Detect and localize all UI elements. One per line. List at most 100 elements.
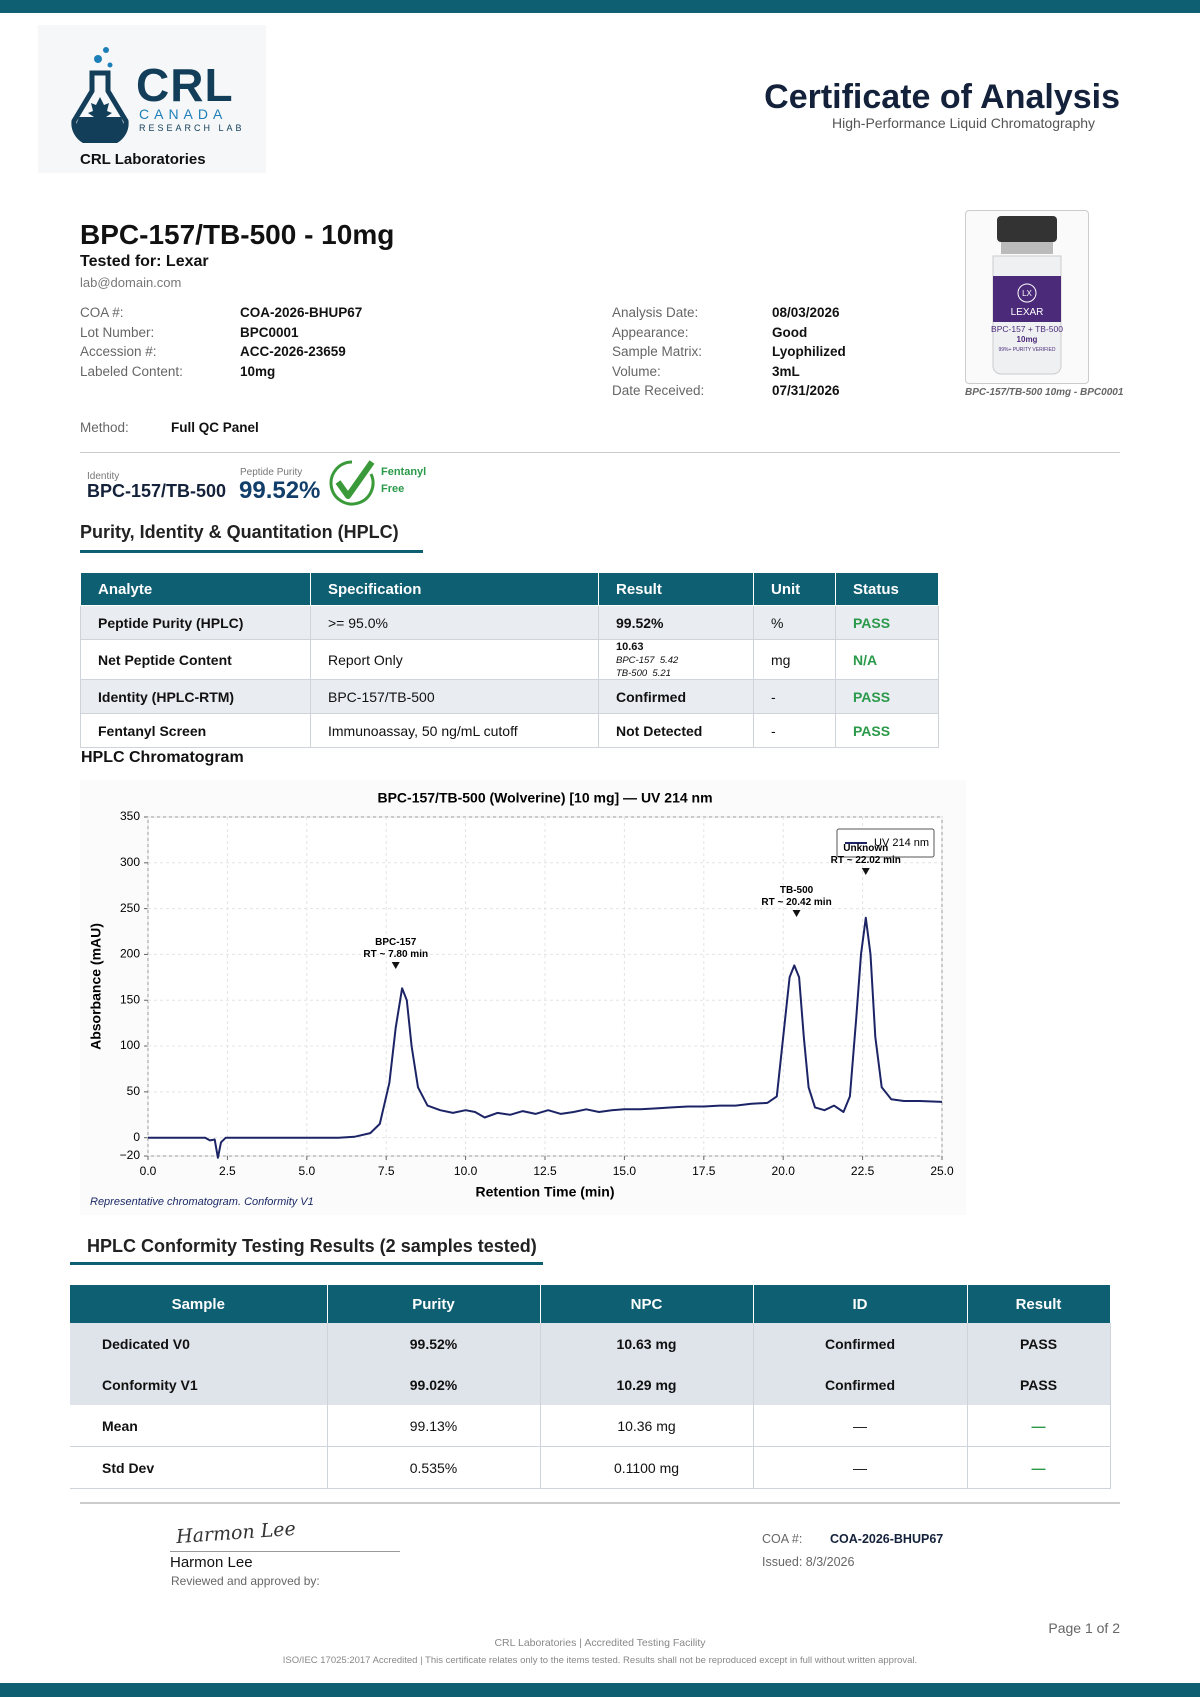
detail-label: Volume: xyxy=(612,363,661,379)
conformity-table: Sample Purity NPC ID Result Dedicated V0 99.52… xyxy=(70,1285,1111,1489)
table-cell: 99.02% xyxy=(327,1364,541,1405)
table-cell: 10.36 mg xyxy=(540,1405,754,1447)
x-tick-label: 0.0 xyxy=(140,1164,157,1178)
section-underline xyxy=(70,1262,543,1265)
table-row: Net Peptide Content Report Only 10.63 BPC-1… xyxy=(80,639,939,680)
cell-text: Dedicated V0 xyxy=(102,1335,190,1352)
table-cell: mg xyxy=(753,639,836,680)
x-tick-label: 20.0 xyxy=(772,1164,796,1178)
annotation: Unknown xyxy=(843,843,888,854)
vial-image: LX LEXAR BPC-157 + TB-500 10mg 99%+ PURI… xyxy=(991,216,1063,375)
table-cell: Conformity V1 xyxy=(70,1364,328,1405)
cell-text: 99.02% xyxy=(409,1376,458,1393)
cell-text: Confirmed xyxy=(825,1376,895,1393)
annotation: RT ~ 7.80 min xyxy=(363,949,428,960)
signer-role: Reviewed and approved by: xyxy=(171,1574,320,1588)
divider xyxy=(80,452,1120,453)
badge-value: 99.52% xyxy=(239,477,321,504)
table-cell: Immunoassay, 50 ng/mL cutoff xyxy=(310,713,599,748)
table-cell: Mean xyxy=(70,1405,328,1447)
cell-text: 10.63 xyxy=(616,641,644,653)
vial-text: 99%+ PURITY VERIFIED xyxy=(998,347,1055,353)
header-cell: ID xyxy=(753,1285,968,1323)
logo-flask xyxy=(71,47,129,143)
company-name: CRL Laboratories xyxy=(80,151,206,168)
cell-text: 99.52% xyxy=(409,1335,458,1352)
chromatogram-heading: HPLC Chromatogram xyxy=(81,749,244,766)
table-cell: Confirmed xyxy=(598,679,754,714)
annotation: BPC-157 xyxy=(375,937,417,948)
table-cell: PASS xyxy=(835,605,939,640)
doc-title: Certificate of Analysis xyxy=(764,78,1120,116)
table-cell: % xyxy=(753,605,836,640)
cell-text: Immunoassay, 50 ng/mL cutoff xyxy=(328,722,518,739)
coa-value: COA-2026-BHUP67 xyxy=(830,1532,944,1546)
table-cell: 0.1100 mg xyxy=(540,1446,754,1489)
chart-title: BPC-157/TB-500 (Wolverine) [10 mg] — UV … xyxy=(377,790,712,806)
coa-label: COA #: xyxy=(762,1532,803,1546)
cell-text: N/A xyxy=(853,651,878,668)
cell-text: 0.1100 mg xyxy=(613,1459,680,1476)
cell-text: - xyxy=(771,688,776,705)
table-cell: Confirmed xyxy=(753,1364,968,1405)
table-cell: 99.52% xyxy=(327,1323,541,1364)
detail-label: Accession #: xyxy=(80,344,157,360)
signer-name: Harmon Lee xyxy=(170,1554,253,1571)
cell-text: mg xyxy=(771,651,791,668)
footer: ISO/IEC 17025:2017 Accredited | This cer… xyxy=(282,1655,918,1666)
method-label: Method: xyxy=(80,420,129,435)
header-row: Analyte Specification Result Unit Status xyxy=(80,572,939,606)
y-tick-label: −20 xyxy=(120,1148,141,1162)
detail-label: COA #: xyxy=(80,305,124,320)
header-cell: Analyte xyxy=(80,572,311,606)
header-cell: Sample xyxy=(70,1285,328,1323)
table-cell: Report Only xyxy=(310,639,599,680)
annotation: RT ~ 22.02 min xyxy=(831,855,901,866)
logo-name: CRL xyxy=(136,59,234,111)
cell-text: PASS xyxy=(853,688,891,705)
x-axis-label: Retention Time (min) xyxy=(476,1184,615,1200)
table-row: Mean 99.13% 10.36 mg — — xyxy=(70,1405,1111,1447)
y-axis-label: Absorbance (mAU) xyxy=(88,923,104,1050)
results-table: Analyte Specification Result Unit Status Pept… xyxy=(80,572,939,748)
vial-text: LEXAR xyxy=(1011,307,1044,318)
logo-sub: RESEARCH LAB xyxy=(139,123,245,133)
detail-label: Labeled Content: xyxy=(80,363,183,379)
x-tick-label: 22.5 xyxy=(851,1164,875,1178)
cell-text: — xyxy=(1031,1459,1046,1476)
table-cell: Net Peptide Content xyxy=(80,639,311,680)
header-cell: Specification xyxy=(310,572,599,606)
cell-text: PASS xyxy=(853,722,891,739)
header-cell: Purity xyxy=(327,1285,541,1323)
y-tick-label: 250 xyxy=(120,901,140,915)
fentanyl-free: Fentanyl xyxy=(381,466,427,478)
table-row: Peptide Purity (HPLC) >= 95.0% 99.52%% PASS xyxy=(80,605,939,640)
table-cell: PASS xyxy=(835,713,939,748)
x-tick-label: 25.0 xyxy=(930,1164,954,1178)
npc-breakdown: TB-500 5.21 xyxy=(616,668,671,679)
cell-text: 0.535% xyxy=(409,1459,458,1476)
table-row: Fentanyl Screen Immunoassay, 50 ng/mL cut… xyxy=(80,713,939,748)
badge-value: BPC-157/TB-500 xyxy=(87,481,227,501)
vial-text: LX xyxy=(1022,289,1032,298)
cell-text: Conformity V1 xyxy=(102,1376,198,1393)
detail-value: Lyophilized xyxy=(772,344,846,360)
table-cell: PASS xyxy=(967,1364,1111,1405)
cell-text: Not Detected xyxy=(616,722,703,739)
cell-text: Confirmed xyxy=(616,688,686,705)
detail-value: 08/03/2026 xyxy=(772,305,840,320)
header-cell: Result xyxy=(967,1285,1111,1323)
table-cell: PASS xyxy=(835,679,939,714)
doc-subtitle: High-Performance Liquid Chromatography xyxy=(832,115,1096,131)
y-tick-label: 50 xyxy=(127,1084,141,1098)
table-cell: >= 95.0% xyxy=(310,605,599,640)
detail-label: Analysis Date: xyxy=(612,305,699,320)
fentanyl-free: Free xyxy=(381,483,405,495)
cell-text: Std Dev xyxy=(102,1459,155,1476)
detail-value: 07/31/2026 xyxy=(772,383,840,399)
cell-text: 10.63 mg xyxy=(616,1335,677,1352)
signature-line xyxy=(170,1551,400,1552)
vial-text: BPC-157 + TB-500 xyxy=(991,324,1063,334)
y-tick-label: 200 xyxy=(120,947,140,961)
x-tick-label: 7.5 xyxy=(378,1164,395,1178)
